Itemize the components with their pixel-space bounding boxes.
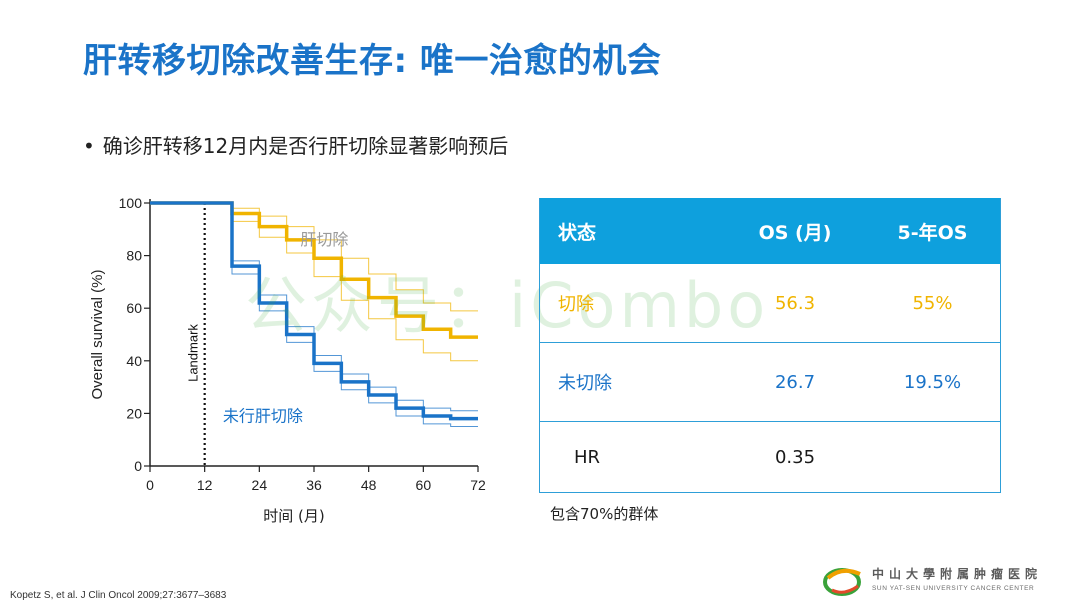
header-os: OS (月) [725,198,865,264]
os-table: 状态 OS (月) 5-年OS 切除 56.3 55% 未切除 26.7 19.… [539,198,1001,493]
y-tick-label: 60 [126,300,142,316]
population-note: 包含70%的群体 [550,505,659,523]
y-tick-label: 0 [134,458,142,474]
resected-series-label: 肝切除 [300,230,348,249]
cell-os-unresected: 26.7 [725,342,865,422]
cell-5yr-resected: 55% [864,264,1001,343]
hospital-logo: 中山大學附属肿瘤医院 SUN YAT-SEN UNIVERSITY CANCER… [822,560,1062,600]
cell-hr-value: 0.35 [725,421,865,493]
table-row-hr: HR 0.35 [539,421,1001,493]
x-tick-label: 36 [306,477,322,493]
x-tick-label: 60 [416,477,432,493]
x-tick-label: 12 [197,477,213,493]
survival-chart: 0 20 40 60 80 100 0 12 24 36 48 60 72 时间 (月) Overall s… [89,195,486,525]
x-tick-label: 24 [252,477,268,493]
y-tick-label: 80 [126,248,142,264]
table-row-unresected: 未切除 26.7 19.5% [539,342,1001,422]
x-tick-label: 48 [361,477,377,493]
x-tick-label: 0 [146,477,154,493]
header-status: 状态 [539,198,725,264]
logo-chinese-name: 中山大學附属肿瘤医院 [872,567,1043,581]
bullet-text: 确诊肝转移12月内是否行肝切除显著影响预后 [102,134,509,158]
slide-title: 肝转移切除改善生存: 唯一治愈的机会 [83,41,662,81]
x-axis-label: 时间 (月) [263,507,324,525]
bullet-point: • 确诊肝转移12月内是否行肝切除显著影响预后 [83,130,508,159]
row-label-hr: HR [539,421,725,493]
header-5yr-os: 5-年OS [864,198,1001,264]
landmark-label: Landmark [186,324,201,382]
x-tick-label: 72 [470,477,486,493]
y-axis-label: Overall survival (%) [89,269,106,399]
unresected-survival-line [150,201,478,421]
row-label-unresected: 未切除 [539,342,725,422]
cell-5yr-unresected: 19.5% [864,342,1001,422]
sysucc-logo-icon [823,568,861,596]
citation: Kopetz S, et al. J Clin Oncol 2009;27:36… [10,590,227,601]
logo-english-name: SUN YAT-SEN UNIVERSITY CANCER CENTER [872,585,1035,592]
unresected-series-label: 未行肝切除 [223,406,303,425]
table-header-row: 状态 OS (月) 5-年OS [539,198,1001,264]
cell-hr-empty [864,421,1001,493]
table-row-resected: 切除 56.3 55% [539,264,1001,343]
resected-survival-line [150,201,478,339]
y-tick-label: 20 [126,405,142,421]
bullet-marker: • [83,134,95,158]
resected-ci-upper-line [150,202,478,312]
cell-os-resected: 56.3 [725,264,865,343]
unresected-ci-upper-line [150,202,478,412]
row-label-resected: 切除 [539,264,725,343]
y-tick-label: 40 [126,353,142,369]
y-tick-label: 100 [119,195,143,211]
